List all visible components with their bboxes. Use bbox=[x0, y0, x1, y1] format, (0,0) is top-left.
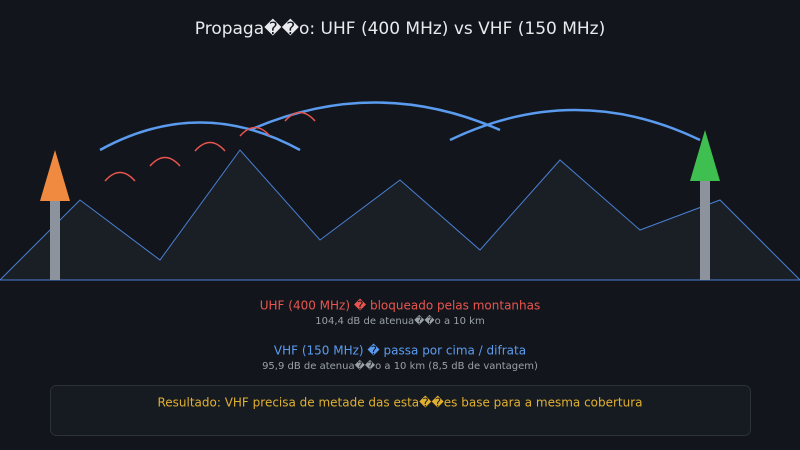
tower-vhf bbox=[690, 130, 720, 181]
vhf-arc bbox=[449, 108, 701, 142]
uhf-arc bbox=[284, 111, 316, 122]
uhf-arc bbox=[194, 141, 226, 152]
title: Propaga��o: UHF (400 MHz) vs VHF (150 MH… bbox=[195, 18, 606, 39]
uhf-arc bbox=[149, 156, 181, 167]
tower-pole bbox=[700, 180, 710, 280]
vhf-waves bbox=[99, 101, 701, 152]
result-label: UHF (400 MHz) � bloqueado pelas montanha… bbox=[260, 299, 541, 313]
result-detail: 95,9 dB de atenua��o a 10 km (8,5 dB de … bbox=[262, 359, 538, 372]
uhf-arc bbox=[239, 126, 271, 137]
tower-uhf bbox=[40, 150, 70, 201]
conclusion-box bbox=[50, 385, 751, 436]
vhf-arc bbox=[249, 101, 501, 132]
uhf-waves bbox=[104, 111, 316, 182]
uhf-arc bbox=[104, 171, 136, 182]
vhf-arc bbox=[99, 121, 301, 152]
result-label: VHF (150 MHz) � passa por cima / difrata bbox=[274, 344, 526, 358]
tower-pole bbox=[50, 200, 60, 280]
conclusion: Resultado: VHF precisa de metade das est… bbox=[157, 396, 642, 410]
mountains bbox=[0, 149, 800, 281]
result-detail: 104,4 dB de atenua��o a 10 km bbox=[315, 314, 484, 327]
